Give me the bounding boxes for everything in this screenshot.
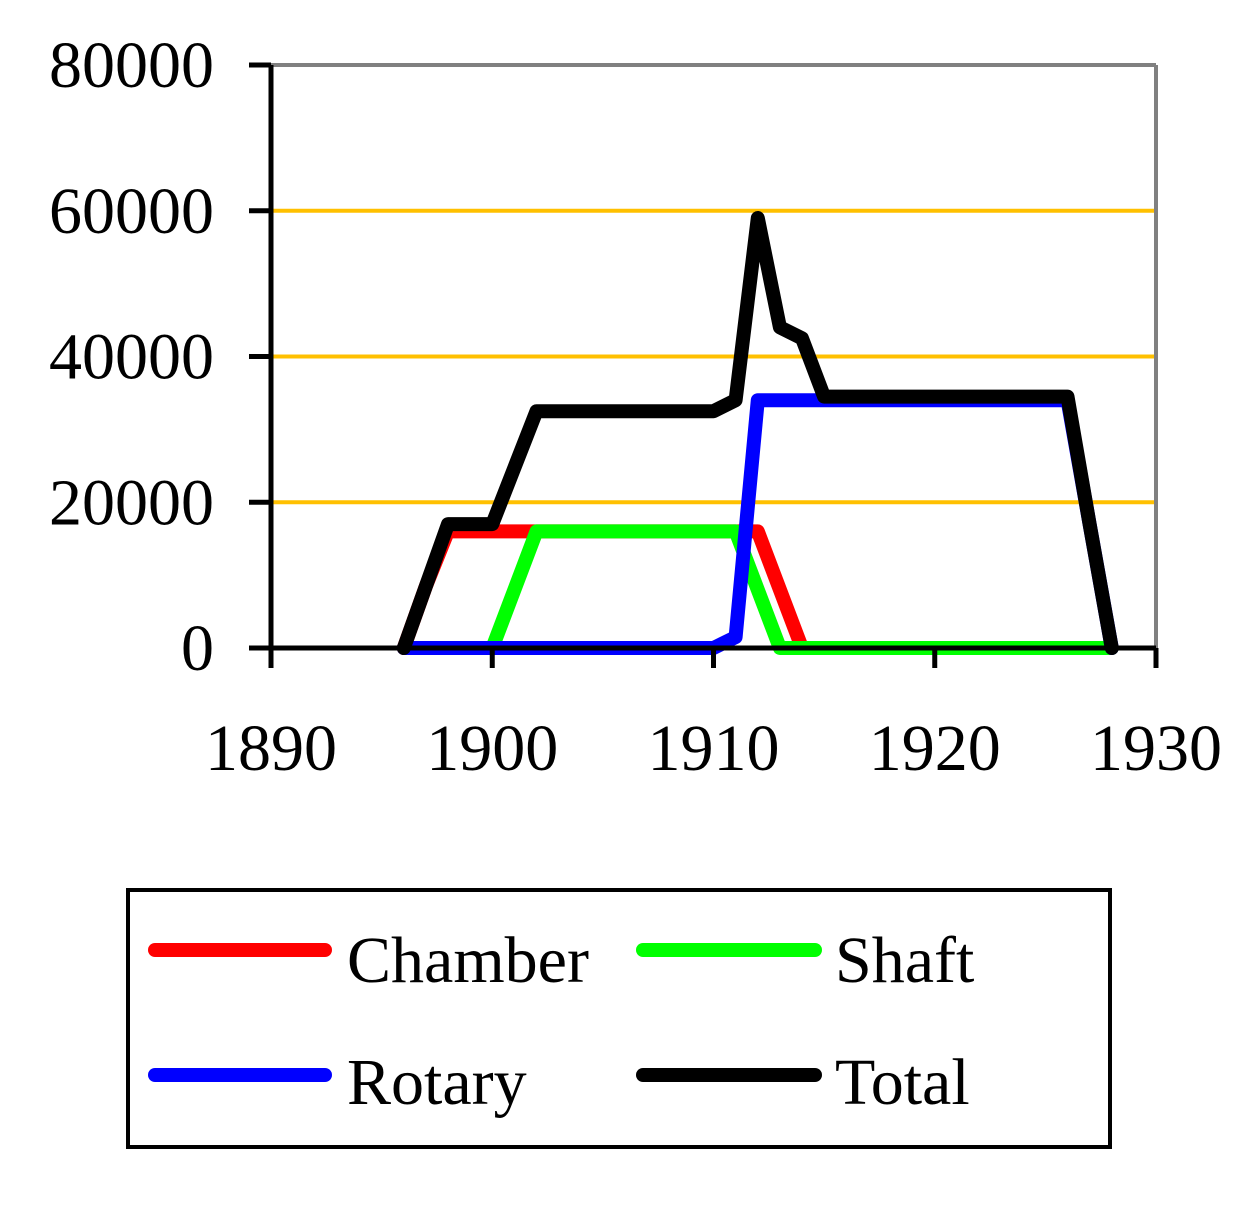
- x-tick-label: 1900: [426, 712, 558, 785]
- series-lines: [396, 211, 1119, 655]
- plot-frame: [271, 63, 1158, 648]
- x-tick-label: 1930: [1090, 712, 1222, 785]
- legend-label-shaft: Shaft: [835, 924, 974, 997]
- x-tick-label: 1890: [205, 712, 337, 785]
- legend: Chamber Shaft Rotary Total: [126, 888, 1112, 1149]
- series-line-total: [396, 211, 1119, 655]
- x-tick-label: 1920: [869, 712, 1001, 785]
- axes: 0 20000 40000 60000 80000 1890 1900 1910 1920 193…: [49, 29, 1222, 785]
- y-tick-label: 0: [181, 612, 214, 685]
- y-tick-label: 40000: [49, 321, 214, 394]
- y-tick-label: 20000: [49, 466, 214, 539]
- legend-label-rotary: Rotary: [347, 1046, 527, 1119]
- x-tick-label: 1910: [648, 712, 780, 785]
- legend-label-total: Total: [835, 1046, 970, 1119]
- y-tick-label: 60000: [49, 175, 214, 248]
- gridlines: [271, 208, 1156, 505]
- legend-box: [126, 888, 1112, 1149]
- y-tick-label: 80000: [49, 29, 214, 102]
- legend-label-chamber: Chamber: [347, 924, 589, 997]
